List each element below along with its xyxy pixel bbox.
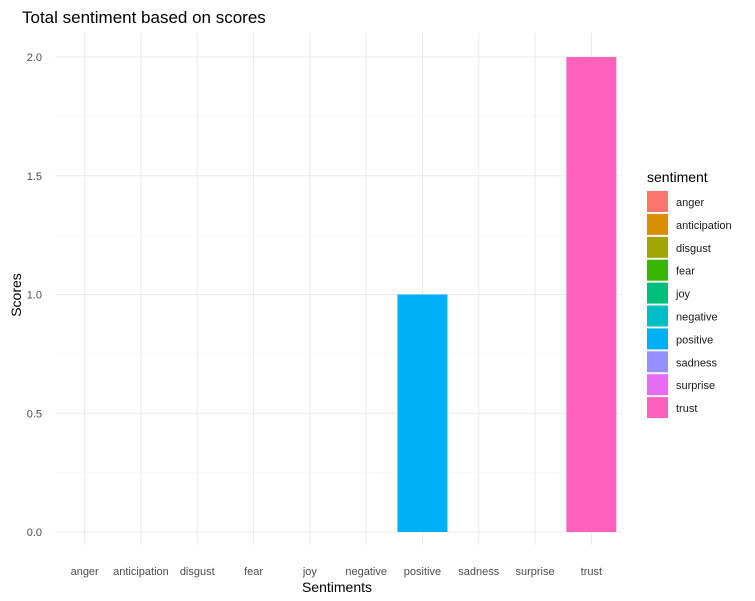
x-tick-label: fear: [244, 566, 263, 578]
x-tick-label: trust: [581, 566, 602, 578]
legend-label-fear: fear: [676, 266, 695, 278]
y-tick-label: 1.5: [27, 171, 42, 183]
grid: [55, 33, 622, 545]
bars: [397, 57, 617, 532]
y-tick-label: 2.0: [27, 52, 42, 64]
x-tick-label: positive: [404, 566, 441, 578]
legend-label-trust: trust: [676, 403, 697, 415]
x-tick-label: disgust: [180, 566, 215, 578]
y-tick-label: 0.5: [27, 408, 42, 420]
legend-key-sadness: [647, 351, 668, 373]
x-axis-ticks: anger anticipation disgust fear joy negative p…: [71, 566, 602, 578]
legend-title: sentiment: [647, 169, 708, 185]
y-tick-label: 1.0: [27, 290, 42, 302]
x-tick-label: anger: [71, 566, 99, 578]
legend-key-anger: [647, 191, 668, 212]
legend-key-positive: [647, 328, 668, 350]
legend-label-positive: positive: [676, 334, 713, 346]
x-axis-title: Sentiments: [302, 579, 372, 595]
y-axis-ticks: 0.0 0.5 1.0 1.5 2.0: [27, 52, 42, 539]
legend-key-disgust: [647, 236, 668, 258]
legend-key-fear: [647, 259, 668, 281]
y-tick-label: 0.0: [27, 527, 42, 539]
legend-label-surprise: surprise: [676, 380, 715, 392]
x-tick-label: joy: [302, 566, 318, 578]
legend-label-negative: negative: [676, 312, 718, 324]
x-tick-label: negative: [345, 566, 387, 578]
legend-label-sadness: sadness: [676, 357, 717, 369]
x-tick-label: anticipation: [113, 566, 169, 578]
legend-key-surprise: [647, 374, 668, 396]
x-tick-label: surprise: [515, 566, 554, 578]
legend-label-joy: joy: [675, 289, 691, 301]
legend-key-trust: [647, 397, 668, 419]
bar-trust: [566, 57, 617, 532]
y-axis-title: Scores: [8, 273, 24, 317]
legend: sentiment anger anticipation disgust fear jo…: [647, 169, 732, 419]
legend-key-anticipation: [647, 213, 668, 235]
bar-positive: [397, 294, 448, 532]
legend-key-negative: [647, 305, 668, 327]
legend-label-anger: anger: [676, 197, 704, 209]
legend-key-joy: [647, 282, 668, 304]
x-tick-label: sadness: [458, 566, 499, 578]
legend-label-disgust: disgust: [676, 243, 711, 255]
legend-label-anticipation: anticipation: [676, 220, 732, 232]
chart-title: Total sentiment based on scores: [22, 8, 266, 27]
